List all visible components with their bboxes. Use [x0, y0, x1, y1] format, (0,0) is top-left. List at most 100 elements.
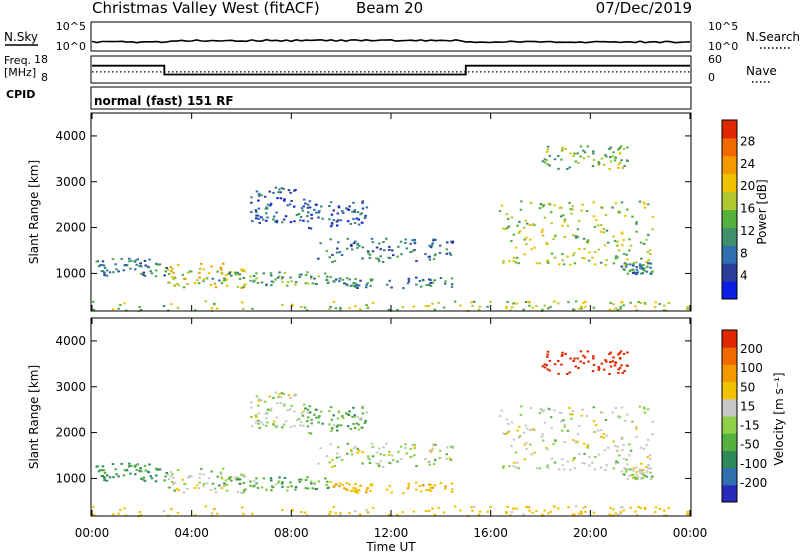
- velocity-cell: [597, 366, 600, 368]
- power-cell: [635, 261, 638, 264]
- power-cell: [639, 241, 643, 244]
- velocity-cell: [349, 427, 353, 430]
- velocity-cell: [623, 467, 627, 470]
- power-cell: [559, 215, 563, 218]
- power-cell: [335, 251, 339, 254]
- velocity-cell: [332, 424, 336, 427]
- power-cell: [641, 268, 645, 271]
- velocity-cell: [651, 433, 654, 436]
- power-cell: [254, 209, 258, 212]
- velocity-cell: [548, 359, 552, 362]
- velocity-cell: [381, 466, 385, 468]
- power-cell: [140, 309, 143, 311]
- velocity-cell: [346, 425, 350, 428]
- velocity-cell: [576, 440, 580, 443]
- velocity-cell: [580, 512, 583, 515]
- power-cell: [498, 210, 502, 213]
- power-cell: [624, 265, 628, 268]
- power-cell: [645, 270, 648, 273]
- power-cell: [522, 308, 525, 311]
- velocity-cell: [639, 507, 642, 509]
- power-cell: [599, 230, 603, 233]
- power-cell: [222, 280, 226, 282]
- power-cell: [618, 249, 621, 252]
- power-cell: [379, 248, 382, 251]
- velocity-cell: [325, 483, 328, 486]
- velocity-cell: [592, 363, 596, 366]
- velocity-cell: [289, 481, 292, 484]
- power-cell: [580, 305, 583, 308]
- power-cell: [133, 260, 137, 263]
- power-cell: [588, 251, 591, 254]
- velocity-cell: [276, 481, 280, 484]
- velocity-cell: [444, 485, 447, 488]
- power-cell: [280, 277, 284, 280]
- power-cell: [569, 152, 572, 155]
- velocity-cell: [279, 396, 282, 399]
- power-cell: [140, 272, 143, 275]
- power-cell: [352, 218, 355, 220]
- velocity-cell: [530, 453, 533, 456]
- power-cell: [502, 227, 505, 230]
- velocity-cell: [198, 476, 201, 479]
- velocity-cell: [290, 485, 293, 488]
- power-cell: [260, 281, 264, 284]
- power-cell: [553, 158, 557, 161]
- velocity-cell: [617, 353, 620, 356]
- power-cell: [275, 221, 278, 224]
- velocity-cell: [524, 424, 527, 427]
- velocity-cell: [622, 352, 626, 355]
- velocity-cell: [371, 483, 374, 486]
- power-cell: [597, 161, 600, 163]
- cpid-label: CPID: [6, 88, 35, 101]
- power-cell: [520, 200, 523, 203]
- power-cell: [369, 284, 372, 287]
- power-cell: [111, 308, 115, 311]
- velocity-cell: [512, 507, 516, 510]
- velocity-cell: [643, 506, 647, 509]
- velocity-cell: [653, 511, 657, 514]
- velocity-cell: [379, 460, 382, 463]
- power-cell: [346, 220, 350, 223]
- velocity-cell: [635, 473, 639, 476]
- power-cell: [328, 308, 331, 311]
- velocity-cell: [351, 415, 354, 418]
- velocity-cell: [299, 421, 303, 423]
- power-cell: [413, 238, 416, 241]
- power-cell: [523, 253, 526, 256]
- power-cell: [274, 278, 277, 281]
- power-cell: [252, 275, 256, 277]
- velocity-cell: [304, 479, 308, 481]
- velocity-cell: [439, 482, 443, 484]
- power-cell: [337, 241, 340, 244]
- power-cell: [636, 271, 640, 274]
- velocity-cell: [518, 425, 521, 428]
- power-cell: [630, 269, 633, 272]
- power-cell: [584, 300, 587, 303]
- velocity-cell: [213, 487, 217, 490]
- power-cell: [591, 165, 595, 168]
- velocity-colorbar-tick: 200: [740, 342, 763, 356]
- power-cell: [640, 257, 643, 260]
- velocity-cell: [622, 457, 626, 460]
- velocity-cell: [210, 470, 213, 473]
- velocity-cell: [348, 512, 351, 515]
- power-cell: [525, 301, 528, 303]
- velocity-cell: [204, 505, 207, 508]
- velocity-cell: [543, 421, 547, 424]
- velocity-cell: [354, 487, 358, 490]
- velocity-cell: [626, 477, 629, 480]
- power-cell: [349, 222, 353, 225]
- velocity-cell: [528, 509, 531, 512]
- power-cell: [276, 276, 280, 279]
- power-colorbar-swatch: [722, 263, 737, 282]
- power-cell: [450, 277, 454, 280]
- power-cell: [367, 252, 370, 255]
- velocity-cell: [620, 470, 624, 473]
- velocity-cell: [237, 478, 240, 481]
- power-cell: [617, 210, 620, 213]
- power-colorbar-swatch: [722, 281, 737, 300]
- power-cell: [364, 214, 367, 217]
- power-cell: [346, 237, 349, 240]
- velocity-cell: [486, 510, 489, 513]
